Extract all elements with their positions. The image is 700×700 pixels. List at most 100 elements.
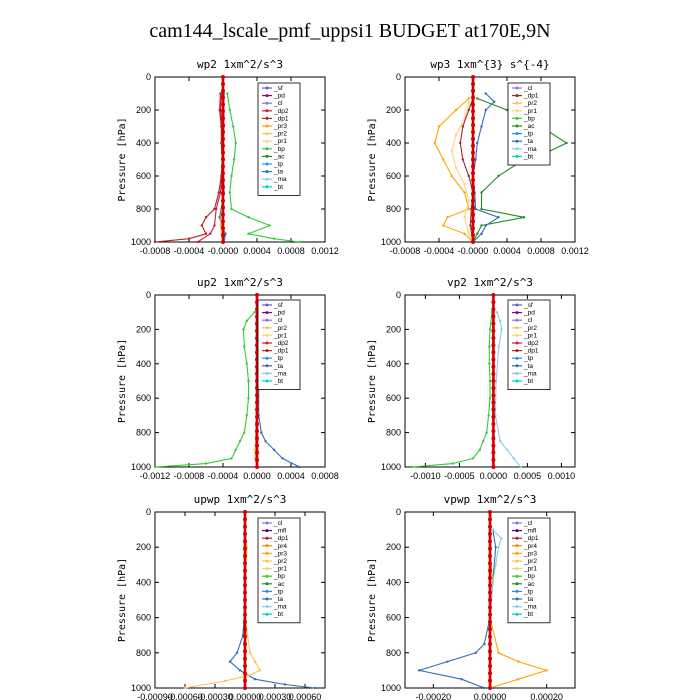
- series-point: [245, 362, 248, 365]
- x-tick-label: -0.0008: [174, 471, 205, 481]
- series-point: [218, 216, 221, 219]
- legend-entry: _bt: [273, 611, 283, 618]
- series-point: [491, 465, 496, 469]
- series-point: [213, 224, 216, 227]
- series-point: [243, 568, 247, 573]
- legend-entry: _pr1: [523, 566, 537, 573]
- series-point: [505, 108, 509, 112]
- legend-marker: [515, 544, 519, 548]
- legend-entry: _pr1: [273, 138, 287, 145]
- legend: _cl_dp1_pr2_pr1_bp_ac_tp_ta_ma_bt: [507, 82, 551, 166]
- legend-marker: [265, 94, 269, 98]
- series-point: [255, 450, 259, 455]
- series-point: [493, 100, 496, 103]
- panel-title: up2 1xm^2/s^3: [197, 276, 283, 289]
- legend-marker: [515, 132, 519, 136]
- series-point: [491, 364, 496, 369]
- series-point: [243, 345, 246, 348]
- series-point: [545, 669, 548, 672]
- series-point: [467, 199, 470, 202]
- legend-entry: _tp: [523, 355, 533, 362]
- legend-marker: [265, 185, 269, 189]
- series-point: [243, 649, 247, 654]
- series-point: [484, 92, 487, 95]
- series-point: [298, 240, 301, 244]
- series-point: [221, 102, 225, 107]
- series-point: [221, 143, 225, 148]
- series-point: [480, 125, 483, 128]
- y-tick-label: 1000: [381, 462, 401, 472]
- series-point: [255, 293, 259, 297]
- legend-entry: _bt: [273, 378, 283, 385]
- legend-marker: [515, 326, 519, 330]
- series-point: [488, 554, 492, 558]
- legend-marker: [265, 318, 269, 322]
- series-point: [221, 191, 225, 196]
- series-point: [488, 539, 492, 544]
- series-point: [200, 224, 203, 227]
- x-tick-label: -0.0008: [390, 246, 421, 256]
- series-point: [255, 443, 259, 448]
- series-point: [488, 605, 492, 610]
- x-tick-label: -0.00020: [416, 692, 452, 700]
- legend-marker: [515, 311, 519, 315]
- chart-panel-5: upwp 1xm^2/s^302004006008001000-0.00090-…: [117, 493, 326, 700]
- y-tick-label: 1000: [131, 237, 151, 247]
- legend-marker: [265, 356, 269, 360]
- y-tick-label: 400: [136, 577, 151, 587]
- series-point: [264, 440, 267, 443]
- legend-box: [507, 299, 551, 390]
- series-point: [517, 660, 520, 663]
- legend-entry: _sf: [273, 302, 283, 309]
- series-point: [228, 191, 231, 194]
- legend-marker: [265, 139, 269, 143]
- legend-marker: [265, 349, 269, 353]
- series-point: [497, 216, 500, 219]
- series-point: [491, 314, 496, 319]
- x-tick-label: 0.0004: [277, 471, 305, 481]
- legend-entry: _ta: [273, 363, 283, 370]
- series-point: [243, 590, 247, 595]
- series-point: [221, 233, 225, 238]
- series-point: [471, 457, 475, 460]
- series-point: [483, 642, 486, 646]
- series-point: [255, 436, 259, 441]
- legend-entry: _cl: [273, 317, 283, 324]
- series-point: [219, 108, 222, 112]
- legend-marker: [515, 605, 519, 609]
- series-point: [494, 379, 498, 383]
- legend-entry: _ma: [523, 604, 537, 611]
- legend-marker: [265, 170, 269, 174]
- series-point: [488, 671, 492, 676]
- series-point: [417, 669, 421, 672]
- x-tick-label: 0.0004: [243, 246, 271, 256]
- legend-marker: [265, 559, 269, 563]
- panel-title: wp2 1xm^2/s^3: [197, 58, 283, 71]
- legend-entry: _mfl: [523, 528, 537, 535]
- series-point: [255, 429, 259, 434]
- series-point: [488, 656, 492, 661]
- x-tick-label: 0.00060: [289, 692, 322, 700]
- series-point: [488, 649, 492, 654]
- x-tick-label: -0.0010: [410, 471, 441, 481]
- series-point: [243, 546, 247, 551]
- plot-frame: [154, 294, 326, 468]
- y-tick-label: 800: [136, 204, 151, 214]
- series-point: [442, 158, 445, 161]
- legend-marker: [515, 529, 519, 533]
- series-point: [488, 532, 492, 536]
- series-point: [467, 108, 470, 112]
- y-tick-label: 0: [396, 507, 401, 517]
- series-line-pr2: [184, 529, 261, 689]
- series-point: [471, 233, 475, 238]
- legend-marker: [265, 109, 269, 113]
- legend-marker: [265, 605, 269, 609]
- series-point: [467, 232, 470, 235]
- series-point: [221, 205, 225, 210]
- series-point: [238, 669, 242, 672]
- series-point: [221, 123, 225, 128]
- series-point: [471, 191, 475, 196]
- series-point: [219, 224, 222, 227]
- plot-frame: [404, 294, 576, 468]
